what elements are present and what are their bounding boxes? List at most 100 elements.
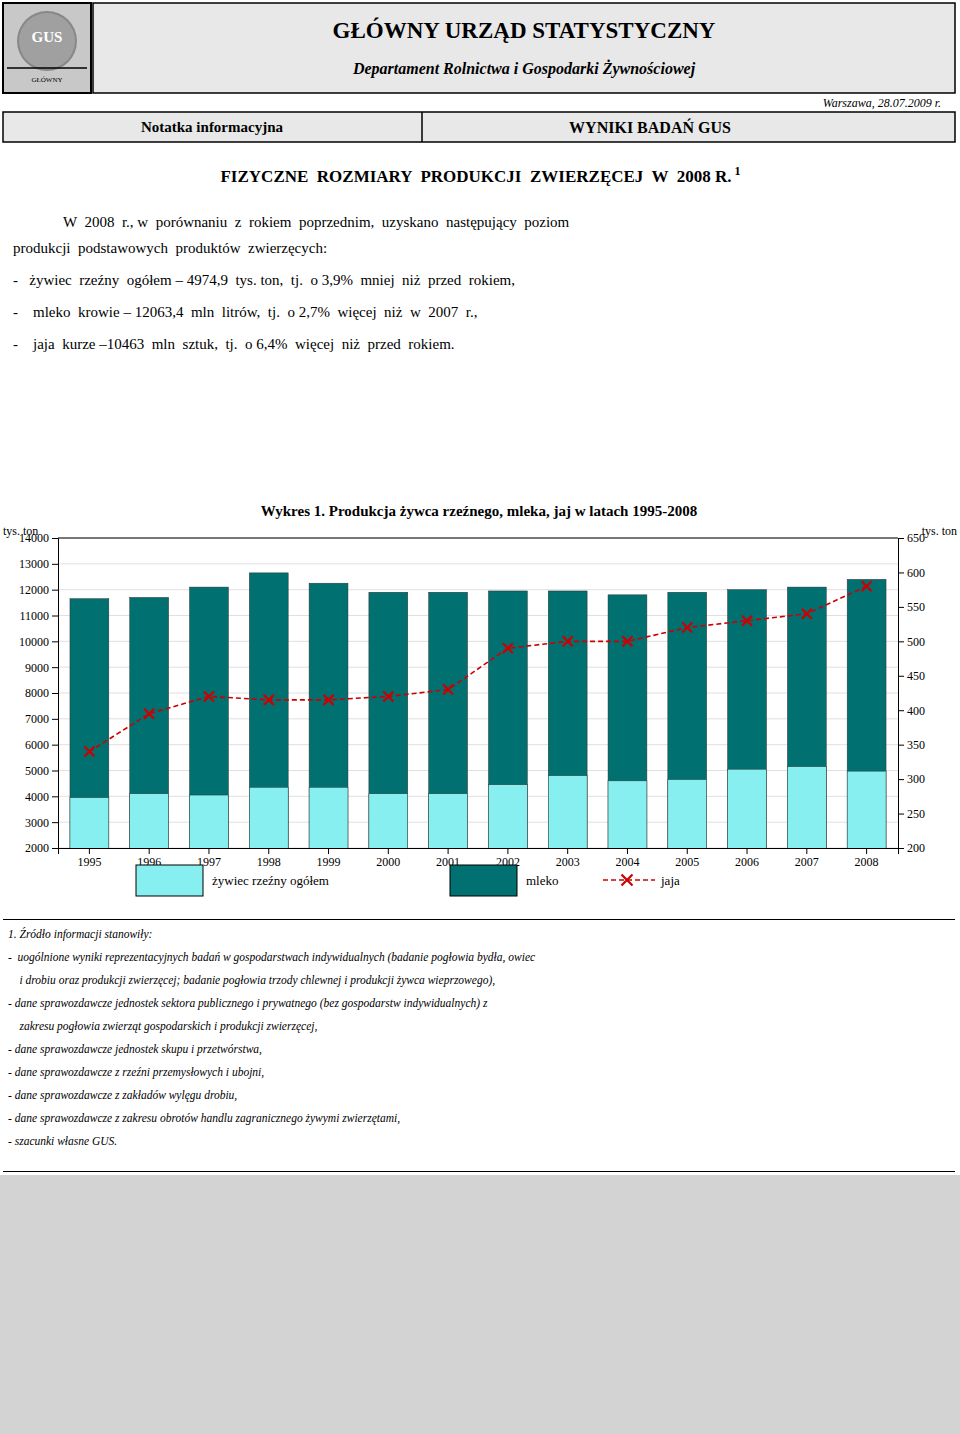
grid-line: [58, 538, 898, 539]
tick: 3000: [25, 816, 58, 830]
marker: [264, 695, 274, 705]
header-date: Warszawa, 28.07.2009 r.: [823, 96, 941, 110]
tick-mark: [52, 564, 58, 565]
bar: [309, 787, 348, 848]
page: GUSGŁÓWNYGŁÓWNY URZĄD STATYSTYCZNYDepart…: [0, 0, 960, 1434]
tick-label: 650: [907, 531, 925, 545]
legend-label: jaja: [660, 873, 680, 888]
tick: 1998: [257, 848, 281, 869]
tick: 13000: [19, 557, 58, 571]
tick: 500: [898, 635, 925, 649]
body-line: - mleko krowie – 12063,4 mln litrów, tj.…: [13, 304, 477, 320]
marker: [204, 691, 214, 701]
marker: [443, 685, 453, 695]
tick-mark: [898, 607, 904, 608]
tick: 600: [898, 566, 925, 580]
tick: 9000: [25, 661, 58, 675]
footnote-line: - dane sprawozdawcze z zakładów wylęgu d…: [8, 1089, 237, 1102]
footnote-line: i drobiu oraz produkcji zwierzęcej; bada…: [8, 974, 495, 987]
bar: [369, 592, 408, 848]
header-box: [93, 3, 955, 93]
marker: [802, 609, 812, 619]
footnote-line: zakresu pogłowia zwierząt gospodarskich …: [8, 1020, 317, 1033]
marker: [563, 636, 573, 646]
tick-mark: [52, 719, 58, 720]
bar: [190, 795, 229, 848]
grid-line: [58, 667, 898, 668]
bar: [548, 591, 587, 848]
tick: 14000: [19, 531, 58, 545]
tick-label: 2004: [615, 855, 639, 869]
tick-mark: [866, 848, 867, 854]
logo-disc: [19, 13, 75, 69]
plot-area: [70, 573, 886, 848]
tick-label: 250: [907, 807, 925, 821]
tick: 10000: [19, 635, 58, 649]
axis: 2000300040005000600070008000900010000110…: [19, 531, 59, 855]
tick-label: 2005: [675, 855, 699, 869]
grid: [58, 538, 898, 848]
tick: 7000: [25, 712, 58, 726]
tick-label: 9000: [25, 661, 49, 675]
chart: Wykres 1. Produkcja żywca rzeźnego, mlek…: [3, 503, 957, 900]
tick: 11000: [19, 609, 58, 623]
tick-mark: [52, 848, 58, 849]
tick-label: 6000: [25, 738, 49, 752]
legend-swatch: [136, 865, 203, 896]
tick-label: 400: [907, 704, 925, 718]
legend-marker: [622, 875, 633, 886]
tick: 2005: [675, 848, 699, 869]
grid-line: [58, 693, 898, 694]
bar: [309, 583, 348, 848]
tick-mark: [52, 745, 58, 746]
tick: 350: [898, 738, 925, 752]
tick: 5000: [25, 764, 58, 778]
tick-mark: [898, 710, 904, 711]
tick-label: 7000: [25, 712, 49, 726]
axis: 200250300350400450500550600650: [898, 531, 925, 855]
marker: [383, 691, 393, 701]
tick-label: 1998: [257, 855, 281, 869]
tick-label: 500: [907, 635, 925, 649]
tick-label: 600: [907, 566, 925, 580]
bar: [728, 590, 767, 848]
bar: [70, 599, 109, 848]
body-title: FIZYCZNE ROZMIARY PRODUKCJI ZWIERZĘCEJ W…: [220, 167, 731, 186]
logo-ring: [17, 11, 77, 71]
note-bar: [3, 112, 955, 142]
tick-mark: [898, 572, 904, 573]
tick-mark: [388, 848, 389, 854]
tick-mark: [149, 848, 150, 854]
tick-label: 10000: [19, 635, 49, 649]
footnotes: 1. Źródło informacji stanowiły:- uogólni…: [8, 927, 535, 1147]
grid-line: [58, 563, 898, 564]
grid-line: [58, 641, 898, 642]
tick: 2000: [25, 841, 58, 855]
grid-line: [58, 770, 898, 771]
tick: 2003: [556, 848, 580, 869]
header-title: GŁÓWNY URZĄD STATYSTYCZNY: [333, 17, 716, 43]
bar: [249, 787, 288, 848]
tick-label: 1999: [317, 855, 341, 869]
tick-mark: [52, 822, 58, 823]
bar: [787, 587, 826, 848]
tick-label: 2007: [795, 855, 819, 869]
note-left: Notatka informacyjna: [141, 119, 284, 135]
tick-mark: [52, 693, 58, 694]
bar: [847, 771, 886, 848]
logo-rule: [7, 67, 87, 69]
body-line: produkcji podstawowych produktów zwierzę…: [13, 240, 327, 256]
tick-mark: [627, 848, 628, 854]
legend: żywiec rzeźny ogółemmlekojaja: [136, 865, 680, 896]
grid-line: [58, 796, 898, 797]
tick: 2006: [735, 848, 759, 869]
tick-label: 200: [907, 841, 925, 855]
tick-label: 2006: [735, 855, 759, 869]
tick-label: 13000: [19, 557, 49, 571]
bar: [70, 798, 109, 848]
tick: 12000: [19, 583, 58, 597]
tick-mark: [567, 848, 568, 854]
marker: [503, 643, 513, 653]
bar: [488, 785, 527, 848]
tick-mark: [448, 848, 449, 854]
